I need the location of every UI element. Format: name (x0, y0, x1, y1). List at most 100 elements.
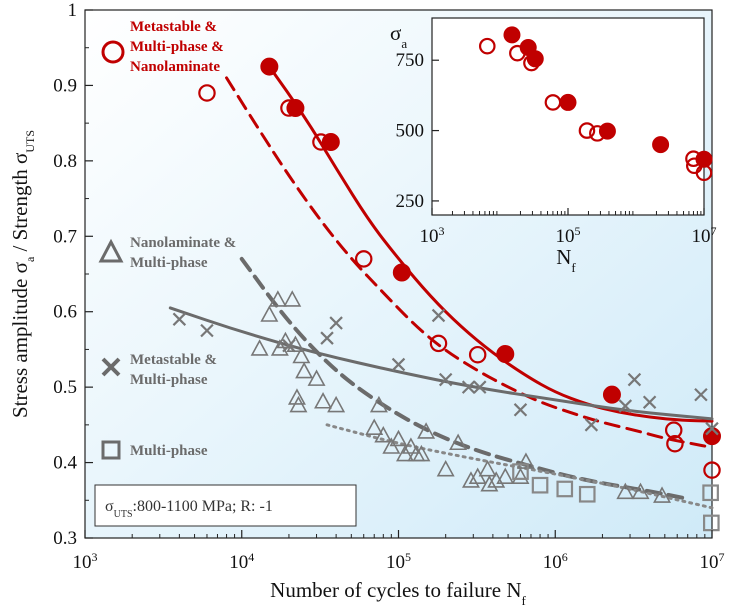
inset-point-circle-open (523, 54, 540, 72)
inset-point-circle-open (578, 122, 596, 139)
inset-y-tick-label: 250 (396, 191, 425, 212)
inset-point-circle-filled (652, 136, 670, 154)
legend-marker-square (101, 440, 121, 460)
data-point-square (578, 485, 596, 503)
data-point-triangle (412, 444, 431, 462)
legend-label: Multi-phase (130, 255, 208, 271)
data-point-triangle (401, 437, 420, 454)
data-point-triangle (283, 290, 302, 307)
data-point-circle-filled (260, 57, 279, 76)
legend-label: Multi-phase (130, 443, 208, 459)
data-point-circle-filled (392, 263, 411, 282)
y-tick-label: 0.8 (53, 151, 77, 172)
data-point-cross (438, 372, 453, 387)
inset-point-circle-open (685, 150, 702, 168)
y-title-part2: / Strength σ (8, 153, 32, 257)
data-point-square (531, 476, 549, 494)
y-tick-label: 0.3 (53, 528, 77, 549)
data-point-circle-filled (496, 344, 515, 363)
legend-marker-circle (101, 40, 125, 64)
data-point-cross (320, 331, 334, 345)
y-tick-label: 0.7 (53, 226, 77, 247)
fit-curve-dot (325, 423, 714, 510)
data-point-cross (461, 380, 476, 394)
data-point-cross (627, 372, 642, 387)
data-point-cross (642, 395, 657, 409)
inset-point-circle-filled (503, 26, 521, 44)
data-point-triangle (496, 467, 515, 484)
legend-label: Multi-phase & (130, 39, 224, 55)
data-point-square (556, 480, 574, 498)
y-axis-title: Stress amplitude σa / Strength σUTS (8, 130, 37, 418)
data-point-triangle (616, 482, 635, 500)
data-point-square (512, 463, 529, 480)
data-point-triangle (260, 305, 279, 322)
data-point-triangle (289, 395, 308, 413)
data-point-circle-open (280, 99, 298, 117)
y-title-sub-uts: UTS (23, 130, 37, 153)
inset-point-circle-filled (526, 50, 544, 68)
fit-curve-solid (267, 65, 714, 423)
inset-x-tick-label: 105 (556, 224, 581, 247)
y-tick-label: 0.5 (53, 377, 77, 398)
x-title-main: Number of cycles to failure N (270, 578, 521, 602)
annotation-sub: UTS (114, 509, 133, 520)
inset-y-sub: a (401, 36, 407, 51)
data-point-cross (618, 399, 633, 413)
data-point-triangle (478, 459, 497, 477)
data-point-triangle (374, 426, 393, 443)
data-point-circle-open (429, 334, 448, 353)
data-point-triangle (276, 331, 295, 349)
x-title-sub: f (521, 593, 526, 606)
data-point-triangle (287, 388, 306, 405)
data-point-triangle (389, 429, 408, 447)
data-point-circle-open (468, 345, 487, 364)
data-point-triangle (292, 346, 311, 364)
data-point-triangle (365, 418, 384, 435)
data-point-triangle (250, 339, 269, 356)
inset-point-circle-open (589, 125, 606, 142)
data-point-cross (329, 316, 343, 330)
data-point-triangle (449, 433, 468, 451)
data-point-triangle (314, 392, 333, 409)
inset-point-circle-open (695, 164, 713, 182)
legend-marker-triangle (98, 238, 124, 263)
data-point-cross (513, 403, 528, 417)
inset-x-sub: f (571, 260, 576, 275)
data-point-circle-filled (602, 385, 621, 404)
data-point-triangle (480, 475, 499, 492)
data-point-triangle (369, 395, 388, 413)
inset-point-circle-open (544, 94, 562, 111)
annotation-rest: :800-1100 MPa; R: -1 (133, 498, 273, 515)
legend-label: Nanolaminate & (130, 235, 236, 251)
y-title-part1: Stress amplitude σ (8, 262, 32, 418)
data-point-cross (705, 421, 719, 436)
legend-label: Multi-phase (130, 372, 208, 388)
y-tick-label: 0.6 (53, 302, 77, 323)
data-point-cross (694, 387, 708, 402)
data-point-cross (584, 418, 599, 432)
x-tick-label: 107 (700, 550, 725, 573)
data-point-triangle (307, 369, 326, 386)
inset-y-tick-label: 750 (396, 50, 425, 71)
inset-y-title: σa (390, 21, 407, 51)
x-tick-label: 106 (543, 550, 568, 573)
legend-label: Nanolaminate (130, 59, 220, 75)
y-tick-label: 0.9 (53, 75, 77, 96)
x-axis-title: Number of cycles to failure Nf (270, 578, 526, 606)
annotation-sigma: σ (105, 498, 114, 515)
data-point-cross (200, 323, 214, 338)
inset-point-circle-filled (559, 93, 577, 111)
inset-point-circle-open (478, 37, 496, 55)
data-point-circle-open (664, 421, 683, 439)
legend-label: Metastable & (130, 19, 217, 35)
legend-marker-cross (101, 357, 121, 377)
y-title-sub-a: a (23, 256, 37, 262)
inset-point-circle-filled (598, 122, 616, 140)
fit-curve-solid (168, 306, 714, 421)
x-tick-label: 103 (73, 550, 98, 573)
data-point-cross (391, 357, 406, 372)
inset-plot-area (431, 17, 705, 216)
data-point-circle-open (198, 84, 216, 102)
